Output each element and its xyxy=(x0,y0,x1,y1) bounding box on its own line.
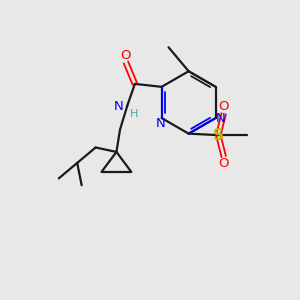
Text: O: O xyxy=(218,157,229,170)
Text: N: N xyxy=(216,112,226,124)
Text: S: S xyxy=(213,128,224,142)
Text: N: N xyxy=(156,118,166,130)
Text: N: N xyxy=(114,100,124,113)
Text: H: H xyxy=(130,109,138,118)
Text: O: O xyxy=(121,49,131,62)
Text: O: O xyxy=(218,100,229,113)
